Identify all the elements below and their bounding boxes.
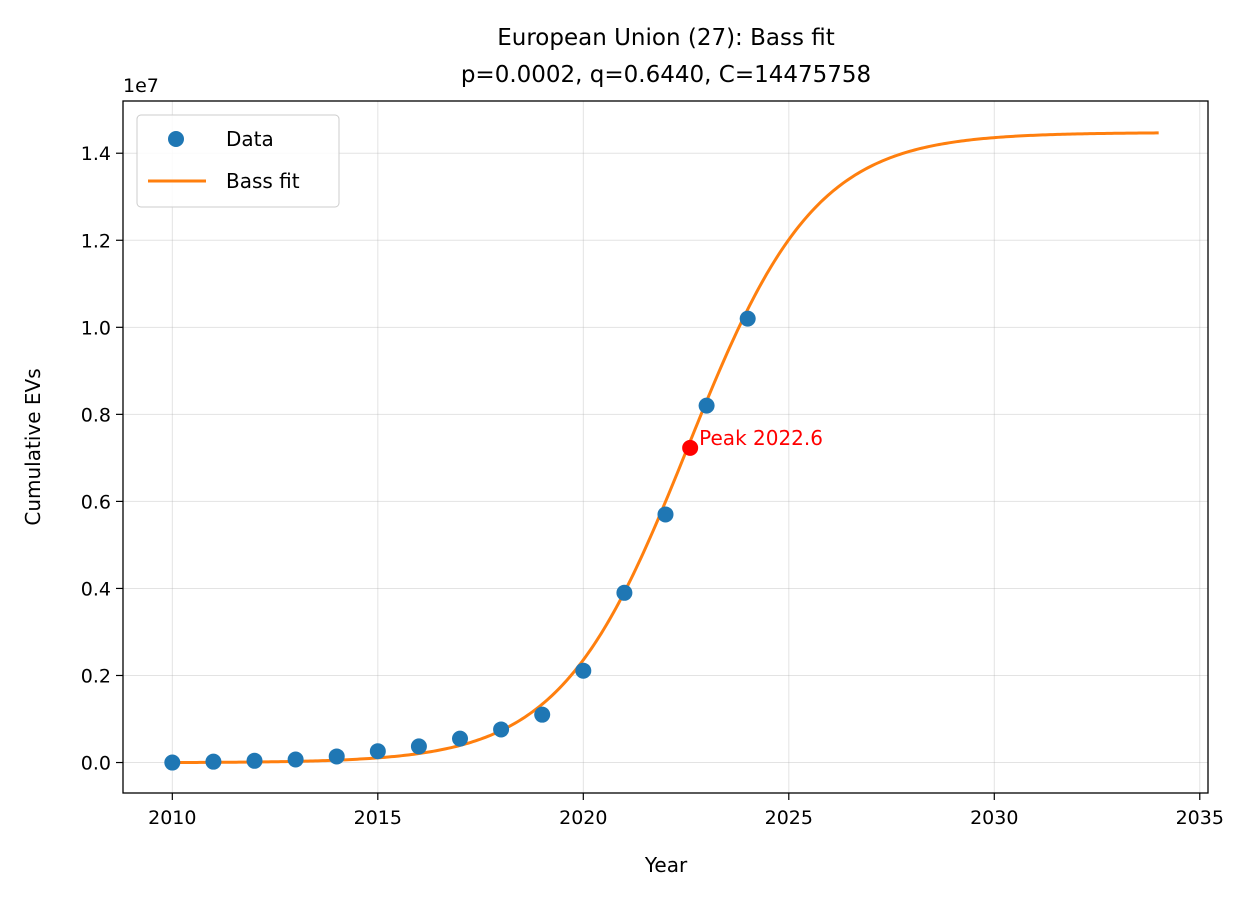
y-offset-label: 1e7 [123,75,159,97]
plot-frame [122,100,1209,794]
x-axis-label: Year [644,853,688,877]
y-tick-label: 0.2 [81,665,111,687]
legend-data-marker [168,131,184,147]
data-point [164,754,181,771]
y-tick-label: 0.0 [81,753,111,775]
x-tick-label: 2025 [765,807,813,829]
data-point [657,506,674,523]
legend-label-data: Data [226,127,274,151]
data-point [493,721,510,738]
bass-fit-line [172,131,1159,765]
x-tick-label: 2020 [559,807,607,829]
data-point [452,730,469,747]
data-point [739,310,756,327]
legend: Data Bass fit [136,114,340,208]
data-points-layer [164,310,756,771]
peak-marker [682,439,699,456]
data-point [616,584,633,601]
x-tick-label: 2010 [148,807,196,829]
peak-annotation: Peak 2022.6 [699,426,823,450]
y-axis-ticks: 0.0 0.2 0.4 0.6 0.8 1.0 1.2 1.4 [81,143,123,775]
data-point [534,706,551,723]
chart-subtitle: p=0.0002, q=0.6440, C=14475758 [461,62,871,88]
annotation-layer: Peak 2022.6 [682,426,823,456]
data-point [246,752,263,769]
data-point [369,743,386,760]
y-tick-label: 0.8 [81,404,111,426]
data-point [205,753,222,770]
legend-label-fit: Bass fit [226,169,300,193]
data-point [328,748,345,765]
data-point [575,662,592,679]
y-tick-label: 0.4 [81,578,111,600]
x-tick-label: 2030 [970,807,1018,829]
fit-line-layer [172,131,1159,765]
x-tick-label: 2035 [1176,807,1224,829]
x-axis-ticks: 2010 2015 2020 2025 2030 2035 [148,793,1224,829]
legend-box [136,114,340,208]
grid-lines [123,101,1208,793]
y-tick-label: 0.6 [81,491,111,513]
y-tick-label: 1.0 [81,317,111,339]
y-tick-label: 1.4 [81,143,111,165]
y-axis-label: Cumulative EVs [21,368,45,525]
data-point [287,751,304,768]
x-tick-label: 2015 [354,807,402,829]
data-point [410,738,427,755]
chart-title: European Union (27): Bass fit [497,25,835,51]
y-tick-label: 1.2 [81,230,111,252]
data-point [698,397,715,414]
